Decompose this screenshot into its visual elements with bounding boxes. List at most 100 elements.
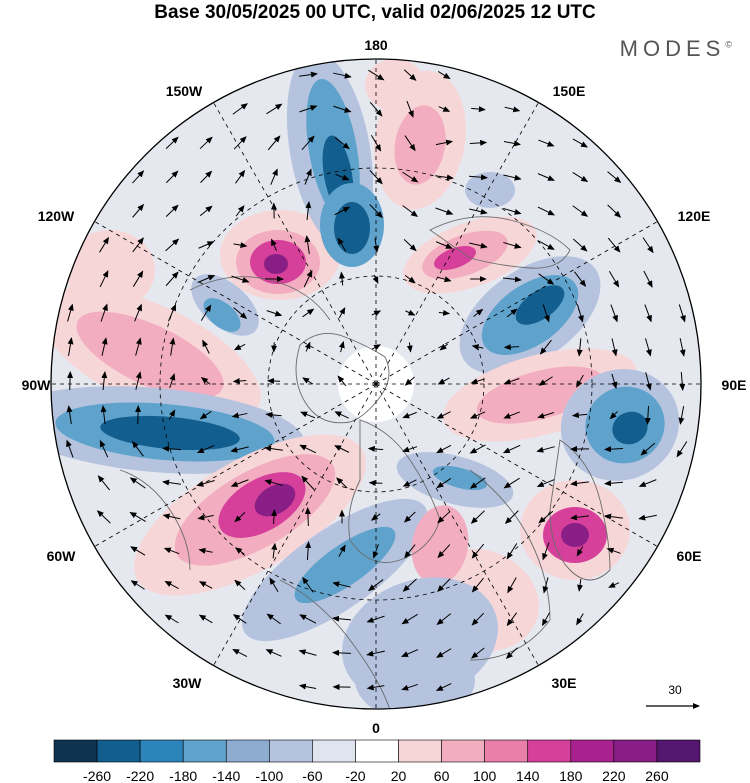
wind-vector bbox=[436, 648, 452, 658]
anomaly-contour bbox=[203, 298, 241, 332]
wind-vector bbox=[338, 307, 346, 319]
wind-vector bbox=[471, 612, 485, 626]
wind-vector bbox=[369, 170, 383, 185]
wind-vector bbox=[576, 374, 584, 388]
lon-label-60e: 60E bbox=[677, 548, 702, 564]
lon-label-30w: 30W bbox=[173, 675, 203, 691]
wind-vector bbox=[402, 205, 419, 217]
wind-vector bbox=[334, 136, 350, 150]
wind-vectors bbox=[66, 69, 688, 691]
wind-vector bbox=[542, 542, 550, 561]
anomaly-contour bbox=[264, 254, 288, 274]
wind-vector bbox=[436, 411, 451, 419]
wind-vector bbox=[607, 171, 622, 183]
colorbar-tick-label: 60 bbox=[434, 768, 450, 783]
wind-vector bbox=[199, 205, 213, 217]
wind-vector bbox=[645, 338, 652, 357]
colorbar-swatch bbox=[656, 739, 701, 763]
colorbar-swatch bbox=[269, 739, 313, 763]
wind-vector bbox=[506, 308, 518, 318]
wind-vector bbox=[230, 446, 249, 453]
wind-vector bbox=[678, 406, 685, 425]
wind-vector bbox=[435, 683, 452, 691]
wind-vector bbox=[503, 174, 522, 181]
wind-vector bbox=[269, 577, 279, 592]
wind-vector bbox=[301, 135, 315, 151]
wind-vector bbox=[570, 514, 589, 521]
anomaly-contour bbox=[365, 59, 425, 111]
wind-vector bbox=[644, 304, 652, 323]
wind-vector bbox=[502, 444, 521, 454]
brand-mark: © bbox=[725, 39, 732, 50]
wind-vector bbox=[132, 270, 144, 287]
wind-vector bbox=[332, 615, 352, 622]
wind-vector bbox=[468, 174, 488, 181]
wind-vector bbox=[437, 510, 451, 524]
wind-vector bbox=[469, 242, 488, 249]
wind-vector bbox=[572, 205, 589, 217]
colorbar-tick-label: -100 bbox=[255, 768, 283, 783]
colorbar-swatch bbox=[613, 739, 658, 763]
wind-vector bbox=[165, 170, 179, 184]
wind-vector bbox=[435, 241, 453, 249]
wind-vector bbox=[538, 139, 555, 147]
wind-vector bbox=[134, 303, 142, 322]
wind-vector bbox=[299, 444, 317, 454]
colorbar bbox=[53, 739, 701, 763]
wind-vector bbox=[503, 207, 522, 215]
anomaly-contour bbox=[394, 105, 446, 185]
wind-vector bbox=[198, 547, 213, 554]
wind-vector bbox=[264, 445, 283, 452]
wind-vector bbox=[197, 275, 216, 283]
wind-vector bbox=[435, 139, 454, 146]
wind-vector bbox=[162, 479, 181, 486]
wind-vector bbox=[576, 304, 584, 323]
wind-vector bbox=[299, 105, 318, 113]
wind-vector bbox=[305, 541, 312, 561]
wind-vector bbox=[67, 337, 74, 356]
wind-vector bbox=[304, 341, 311, 352]
wind-vector bbox=[199, 410, 212, 420]
wind-vector bbox=[96, 510, 111, 524]
wind-vector bbox=[266, 103, 283, 115]
wind-vector bbox=[196, 444, 215, 454]
wind-vector bbox=[100, 303, 108, 322]
wind-vector bbox=[401, 613, 418, 625]
lon-label-150w: 150W bbox=[166, 83, 203, 99]
wind-vector bbox=[403, 69, 417, 81]
wind-vector bbox=[202, 339, 210, 354]
wind-vector bbox=[470, 378, 485, 385]
wind-vector bbox=[338, 544, 346, 557]
wind-vector bbox=[233, 343, 246, 351]
wind-vector bbox=[436, 444, 452, 454]
wind-vector bbox=[298, 683, 317, 690]
wind-vector bbox=[471, 543, 485, 559]
wind-vector bbox=[471, 106, 486, 113]
wind-vector bbox=[132, 170, 145, 184]
wind-vector bbox=[402, 171, 419, 183]
wind-vector bbox=[537, 206, 556, 216]
map-title: Base 30/05/2025 00 UTC, valid 02/06/2025… bbox=[154, 2, 596, 23]
wind-vector bbox=[604, 480, 624, 487]
colorbar-tick-label: 180 bbox=[559, 768, 583, 783]
wind-vector bbox=[303, 269, 313, 288]
wind-vector bbox=[168, 409, 176, 420]
colorbar-tick-label: -220 bbox=[126, 768, 154, 783]
wind-vector bbox=[645, 372, 652, 391]
lon-label-120e: 120E bbox=[678, 208, 711, 224]
wind-vector bbox=[469, 444, 486, 454]
wind-vector bbox=[67, 303, 74, 322]
wind-vector bbox=[402, 411, 417, 419]
wind-vector bbox=[608, 271, 620, 288]
wind-vector bbox=[403, 239, 417, 252]
wind-vector bbox=[604, 513, 623, 520]
wind-vector bbox=[611, 338, 618, 357]
wind-vector bbox=[471, 577, 484, 593]
wind-vector bbox=[266, 613, 281, 625]
wind-vector bbox=[541, 612, 550, 627]
wind-vector bbox=[538, 510, 554, 524]
wind-vector bbox=[404, 544, 416, 559]
wind-vector bbox=[97, 475, 111, 491]
lon-label-180: 180 bbox=[364, 37, 388, 53]
